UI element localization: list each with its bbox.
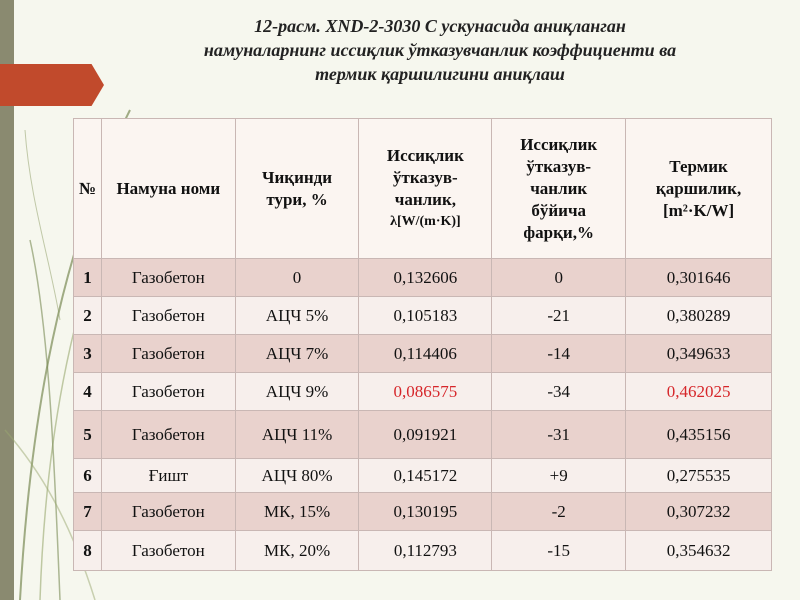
title-line-3: термик қаршилигини аниқлаш (315, 64, 565, 84)
cell-lambda-highlight: 0,086575 (358, 372, 493, 411)
table-row: 4 Газобетон АЦЧ 9% 0,086575 -34 0,462025 (73, 372, 772, 411)
table-row: 2 Газобетон АЦЧ 5% 0,105183 -21 0,380289 (73, 296, 772, 335)
cell-name: Газобетон (100, 492, 236, 531)
cell-no: 8 (73, 530, 102, 571)
cell-diff: -2 (491, 492, 627, 531)
cell-diff: -31 (491, 410, 627, 459)
cell-name: Ғишт (100, 458, 236, 493)
header-no: № (73, 118, 102, 259)
cell-resistance: 0,307232 (625, 492, 772, 531)
cell-waste: АЦЧ 5% (234, 296, 360, 335)
title-line-1: 12-расм. XND-2-3030 С ускунасида аниқлан… (254, 16, 626, 36)
cell-lambda: 0,130195 (358, 492, 493, 531)
left-decor-strip (0, 0, 14, 600)
cell-waste: АЦЧ 11% (234, 410, 360, 459)
cell-resistance: 0,435156 (625, 410, 772, 459)
cell-resistance: 0,380289 (625, 296, 772, 335)
cell-lambda: 0,105183 (358, 296, 493, 335)
table-row: 8 Газобетон МК, 20% 0,112793 -15 0,35463… (73, 530, 772, 571)
cell-no: 6 (73, 458, 102, 493)
cell-waste: 0 (234, 258, 360, 297)
cell-resistance: 0,349633 (625, 334, 772, 373)
header-name: Намуна номи (100, 118, 236, 259)
cell-resistance: 0,275535 (625, 458, 772, 493)
arrow-decor-bar (0, 64, 104, 106)
thermal-data-table: № Намуна номи Чиқинди тури, % Иссиқлик ў… (73, 118, 772, 571)
cell-name: Газобетон (100, 296, 236, 335)
cell-waste: АЦЧ 80% (234, 458, 360, 493)
table-row: 5 Газобетон АЦЧ 11% 0,091921 -31 0,43515… (73, 410, 772, 459)
cell-waste: АЦЧ 7% (234, 334, 360, 373)
cell-resistance: 0,354632 (625, 530, 772, 571)
table-row: 7 Газобетон МК, 15% 0,130195 -2 0,307232 (73, 492, 772, 531)
table-row: 1 Газобетон 0 0,132606 0 0,301646 (73, 258, 772, 297)
cell-no: 2 (73, 296, 102, 335)
cell-diff: -15 (491, 530, 627, 571)
table-row: 3 Газобетон АЦЧ 7% 0,114406 -14 0,349633 (73, 334, 772, 373)
cell-resistance-highlight: 0,462025 (625, 372, 772, 411)
cell-lambda: 0,112793 (358, 530, 493, 571)
cell-diff: 0 (491, 258, 627, 297)
cell-name: Газобетон (100, 258, 236, 297)
cell-lambda: 0,114406 (358, 334, 493, 373)
cell-diff: -21 (491, 296, 627, 335)
header-waste: Чиқинди тури, % (234, 118, 360, 259)
cell-diff: -34 (491, 372, 627, 411)
cell-no: 4 (73, 372, 102, 411)
cell-name: Газобетон (100, 372, 236, 411)
cell-lambda: 0,091921 (358, 410, 493, 459)
cell-name: Газобетон (100, 410, 236, 459)
cell-waste: АЦЧ 9% (234, 372, 360, 411)
cell-waste: МК, 20% (234, 530, 360, 571)
header-resistance: Термик қаршилик, [m²·K/W] (625, 118, 772, 259)
cell-lambda: 0,132606 (358, 258, 493, 297)
slide-title: 12-расм. XND-2-3030 С ускунасида аниқлан… (120, 14, 760, 86)
cell-no: 3 (73, 334, 102, 373)
cell-diff: +9 (491, 458, 627, 493)
cell-diff: -14 (491, 334, 627, 373)
cell-no: 1 (73, 258, 102, 297)
cell-no: 5 (73, 410, 102, 459)
cell-waste: МК, 15% (234, 492, 360, 531)
header-diff: Иссиқлик ўтказув-чанлик бўйича фарқи,% (491, 118, 627, 259)
table-row: 6 Ғишт АЦЧ 80% 0,145172 +9 0,275535 (73, 458, 772, 493)
cell-resistance: 0,301646 (625, 258, 772, 297)
cell-name: Газобетон (100, 530, 236, 571)
title-line-2: намуналарнинг иссиқлик ўтказувчанлик коэ… (203, 40, 677, 60)
header-lambda: Иссиқлик ўтказув- чанлик, λ[W/(m·K)] (358, 118, 493, 259)
cell-lambda: 0,145172 (358, 458, 493, 493)
cell-name: Газобетон (100, 334, 236, 373)
table-header-row: № Намуна номи Чиқинди тури, % Иссиқлик ў… (73, 118, 772, 259)
cell-no: 7 (73, 492, 102, 531)
